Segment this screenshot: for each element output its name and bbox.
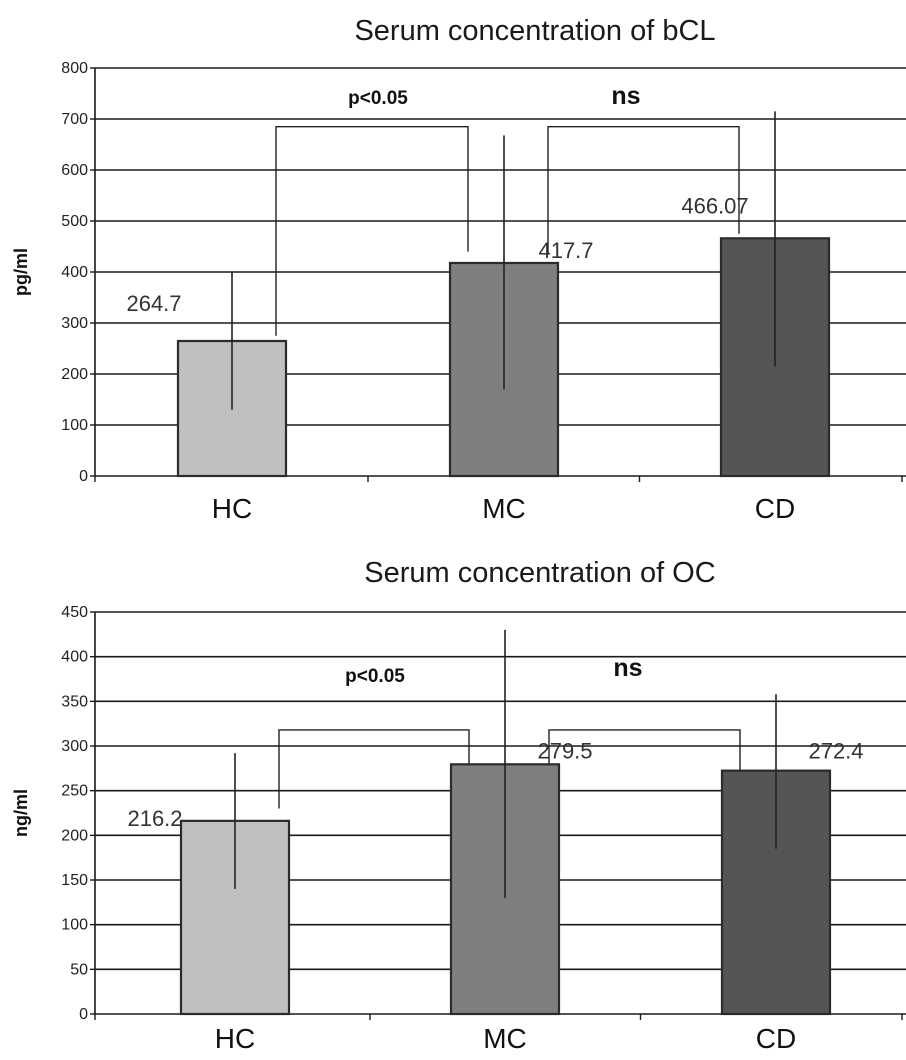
y-tick-label: 400 <box>61 649 88 666</box>
data-label: 264.7 <box>126 291 181 316</box>
y-tick-label: 300 <box>61 315 88 332</box>
y-tick-label: 250 <box>61 783 88 800</box>
y-axis-label: pg/ml <box>11 248 31 296</box>
y-tick-label: 50 <box>70 961 88 978</box>
y-tick-label: 600 <box>61 162 88 179</box>
chart-title: Serum concentration of OC <box>364 557 715 589</box>
y-tick-label: 300 <box>61 738 88 755</box>
category-label: MC <box>482 493 526 524</box>
y-tick-label: 400 <box>61 264 88 281</box>
chart-oc: Serum concentration of OC ng/ml 0 50 100 150 2… <box>11 557 906 1054</box>
data-label: 279.5 <box>537 738 592 763</box>
y-tick-label: 350 <box>61 693 88 710</box>
data-label: 272.4 <box>808 739 863 764</box>
y-tick-label: 500 <box>61 213 88 230</box>
category-label: CD <box>756 1023 796 1054</box>
y-tick-label: 0 <box>79 468 88 485</box>
y-tick-label: 200 <box>61 827 88 844</box>
category-label: HC <box>215 1023 255 1054</box>
significance-bracket <box>275 125 469 336</box>
data-label: 417.7 <box>538 238 593 263</box>
y-tick-label: 150 <box>61 872 88 889</box>
significance-label: p<0.05 <box>348 88 408 109</box>
significance-label: ns <box>613 654 642 682</box>
y-tick-label: 100 <box>61 417 88 434</box>
y-tick-label: 700 <box>61 111 88 128</box>
significance-bracket <box>278 729 470 809</box>
data-label: 466.07 <box>681 193 748 218</box>
significance-label: p<0.05 <box>345 666 405 687</box>
y-axis-label: ng/ml <box>11 789 31 837</box>
chart-bcl: Serum concentration of bCL pg/ml 0 100 200 30… <box>11 15 906 524</box>
significance-bracket <box>547 125 740 255</box>
y-tick-label: 200 <box>61 366 88 383</box>
y-tick-label: 800 <box>61 60 88 77</box>
y-tick-label: 450 <box>61 604 88 621</box>
category-label: MC <box>483 1023 527 1054</box>
category-label: CD <box>755 493 795 524</box>
significance-bracket <box>548 729 741 772</box>
chart-title: Serum concentration of bCL <box>354 15 715 47</box>
significance-label: ns <box>611 82 640 110</box>
category-label: HC <box>212 493 252 524</box>
data-label: 216.2 <box>127 806 182 831</box>
y-tick-label: 100 <box>61 917 88 934</box>
y-tick-label: 0 <box>79 1006 88 1023</box>
